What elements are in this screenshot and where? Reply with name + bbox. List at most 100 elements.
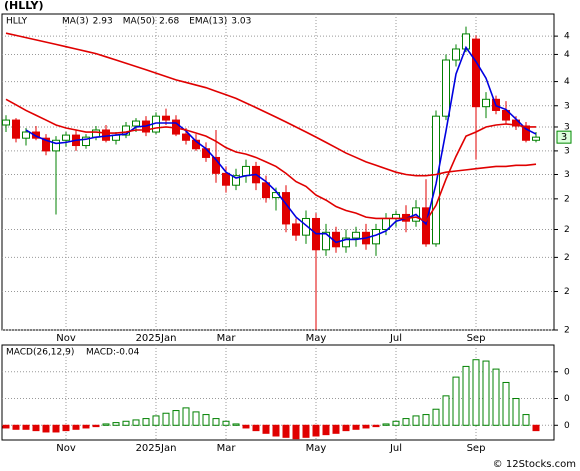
- y-tick-label: 3: [564, 170, 570, 180]
- candle-body: [292, 223, 300, 236]
- macd-bar: [492, 368, 500, 426]
- macd-panel: [1, 344, 555, 441]
- macd-bar: [102, 423, 110, 426]
- candle-body: [162, 115, 170, 121]
- x-tick-label: Jul: [389, 333, 402, 344]
- candle-body: [2, 119, 10, 126]
- chart-title: (HLLY): [4, 0, 44, 12]
- macd-bar: [432, 408, 440, 426]
- candle-body: [472, 38, 480, 108]
- candle-body: [262, 182, 270, 199]
- last-price-box: [556, 130, 572, 144]
- candle-body: [442, 59, 450, 117]
- macd-bar: [262, 424, 270, 434]
- candle-body: [182, 133, 190, 141]
- y-tick-label: 3: [564, 122, 570, 132]
- candle-body: [132, 120, 140, 127]
- y-tick-label: 4: [564, 77, 570, 87]
- macd-bar: [282, 424, 290, 438]
- macd-bar: [132, 419, 140, 426]
- macd-bar: [232, 423, 240, 426]
- x-tick-label: Nov: [56, 443, 76, 454]
- macd-bar: [32, 424, 40, 432]
- macd-bar: [42, 424, 50, 433]
- candle-body: [12, 119, 20, 139]
- x-tick-label: 2025Jan: [136, 443, 177, 454]
- macd-bar: [72, 424, 80, 430]
- macd-bar: [412, 415, 420, 426]
- y-tick-label: 4: [564, 50, 570, 60]
- macd-bar: [252, 424, 260, 432]
- y-tick-label: 2: [564, 326, 570, 336]
- last-price-label: 3: [561, 132, 567, 143]
- macd-bar: [152, 415, 160, 426]
- macd-bar: [12, 424, 20, 430]
- macd-bar: [312, 424, 320, 437]
- candle-body: [42, 137, 50, 152]
- candle-body: [202, 148, 210, 158]
- macd-bar: [52, 424, 60, 433]
- x-tick-label: May: [306, 333, 327, 344]
- y-tick-label: 3: [564, 146, 570, 156]
- macd-bar: [142, 418, 150, 426]
- candle-body: [32, 131, 40, 139]
- candle-body: [522, 125, 530, 141]
- macd-bar: [92, 424, 100, 428]
- macd-bar: [512, 398, 520, 426]
- x-tick-label: Sep: [467, 333, 486, 344]
- macd-bar: [172, 410, 180, 426]
- macd-bar: [352, 424, 360, 430]
- y-tick-label: 2: [564, 194, 570, 204]
- candle-body: [232, 175, 240, 186]
- macd-bar: [332, 424, 340, 434]
- macd-bar: [322, 424, 330, 436]
- macd-bar: [292, 424, 300, 440]
- macd-bar: [422, 414, 430, 426]
- macd-bar: [22, 424, 30, 430]
- x-tick-label: Sep: [467, 443, 486, 454]
- macd-bar: [502, 381, 510, 426]
- macd-bar: [362, 424, 370, 429]
- candle-body: [242, 165, 250, 177]
- macd-bar: [452, 376, 460, 426]
- macd-bar: [182, 407, 190, 426]
- candle-body: [302, 217, 310, 236]
- macd-bar: [382, 423, 390, 426]
- legend-name: MA(3): [62, 17, 89, 27]
- y-tick-label: 0: [564, 394, 570, 404]
- macd-bar: [392, 420, 400, 426]
- macd-bar: [522, 414, 530, 426]
- candle-body: [422, 207, 430, 245]
- candle-body: [212, 156, 220, 174]
- candle-body: [482, 98, 490, 108]
- watermark: © 12Stocks.com: [493, 459, 576, 470]
- y-tick-label: 0: [564, 421, 570, 431]
- legend-value: 2.68: [159, 17, 179, 27]
- candle-body: [62, 134, 70, 141]
- legend-name: EMA(13): [189, 17, 227, 27]
- y-tick-label: 0: [564, 367, 570, 377]
- x-tick-label: 2025Jan: [136, 333, 177, 344]
- moving-average-line: [5, 32, 537, 177]
- price-panel: [1, 13, 555, 331]
- macd-bar: [402, 418, 410, 426]
- candle-body: [352, 231, 360, 239]
- macd-bar: [442, 395, 450, 426]
- macd-bar: [222, 420, 230, 426]
- y-tick-label: 4: [564, 32, 570, 42]
- macd-bar: [462, 365, 470, 426]
- candle-body: [532, 136, 540, 141]
- macd-bar: [122, 420, 130, 426]
- x-tick-label: Mar: [217, 443, 237, 454]
- y-tick-label: 2: [564, 253, 570, 263]
- macd-bar: [482, 360, 490, 426]
- candle-body: [452, 48, 460, 61]
- macd-bar: [112, 422, 120, 426]
- candle-body: [22, 131, 30, 139]
- x-tick-label: May: [306, 443, 327, 454]
- macd-bar: [202, 414, 210, 426]
- y-tick-label: 2: [564, 225, 570, 235]
- macd-bar: [242, 424, 250, 429]
- candle-body: [222, 172, 230, 186]
